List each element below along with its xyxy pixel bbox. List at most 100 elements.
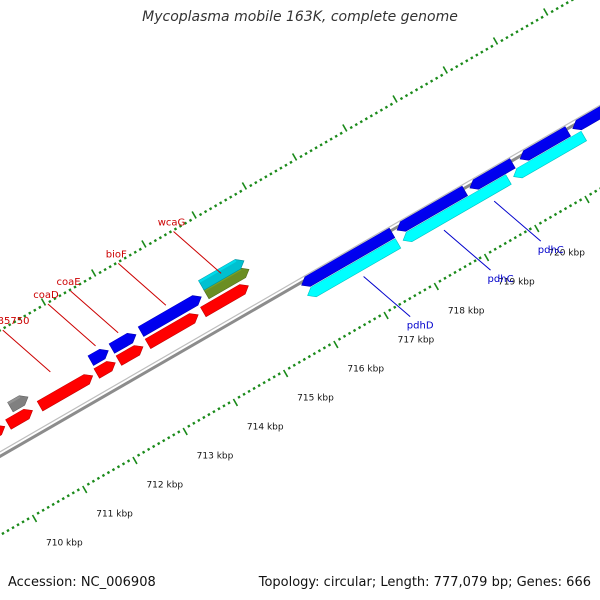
- outer-minor-tick: [224, 198, 228, 202]
- outer-minor-tick: [429, 79, 434, 83]
- inner-minor-tick: [167, 436, 171, 440]
- inner-major-tick: [232, 398, 239, 407]
- outer-major-tick: [543, 8, 549, 16]
- outer-minor-tick: [264, 175, 268, 179]
- outer-minor-tick: [123, 256, 127, 260]
- outer-minor-tick: [480, 50, 484, 54]
- outer-minor-tick: [279, 166, 283, 170]
- forward-feature-arrow: [203, 267, 250, 300]
- outer-minor-tick: [203, 209, 208, 214]
- outer-minor-tick: [63, 291, 67, 295]
- inner-minor-tick: [403, 299, 407, 304]
- inner-minor-tick: [588, 192, 593, 196]
- inner-minor-tick: [247, 389, 251, 393]
- outer-minor-tick: [28, 311, 32, 315]
- feature-highlight: [88, 349, 101, 359]
- feature-highlight: [138, 295, 194, 330]
- outer-minor-tick: [329, 137, 333, 141]
- inner-minor-tick: [568, 204, 573, 208]
- outer-minor-tick: [53, 296, 57, 301]
- inner-minor-tick: [317, 349, 322, 353]
- inner-minor-tick: [362, 323, 367, 327]
- outer-minor-tick: [234, 192, 238, 196]
- kbp-tick-label: 715 kbp: [297, 393, 334, 403]
- inner-minor-tick: [302, 357, 306, 362]
- inner-minor-tick: [518, 233, 522, 237]
- outer-minor-tick: [570, 0, 574, 2]
- outer-minor-tick: [198, 212, 203, 217]
- outer-minor-tick: [48, 299, 52, 304]
- inner-minor-tick: [177, 430, 181, 434]
- outer-minor-tick: [88, 276, 92, 280]
- outer-minor-tick: [379, 108, 384, 112]
- outer-minor-tick: [364, 117, 368, 121]
- outer-minor-tick: [208, 207, 213, 211]
- inner-minor-tick: [222, 404, 226, 408]
- outer-minor-tick: [515, 30, 519, 34]
- feature-highlight: [473, 158, 512, 182]
- inner-minor-tick: [242, 392, 246, 396]
- inner-minor-tick: [357, 325, 362, 330]
- inner-minor-tick: [146, 447, 151, 451]
- inner-minor-tick: [41, 508, 45, 512]
- inner-minor-tick: [558, 209, 563, 214]
- label-leader-lines: [2, 200, 542, 373]
- inner-minor-tick: [56, 499, 60, 504]
- outer-minor-tick: [470, 56, 474, 60]
- outer-tick-ring: [0, 0, 574, 332]
- outer-minor-tick: [269, 172, 273, 176]
- inner-minor-tick: [538, 221, 543, 225]
- outer-minor-tick: [369, 114, 373, 118]
- inner-minor-tick: [217, 407, 221, 411]
- outer-minor-tick: [118, 259, 122, 263]
- inner-minor-tick: [468, 262, 472, 266]
- inner-minor-tick: [428, 285, 432, 289]
- outer-minor-tick: [168, 230, 173, 234]
- outer-minor-tick: [319, 143, 323, 147]
- inner-minor-tick: [418, 291, 422, 295]
- inner-minor-tick: [493, 247, 497, 251]
- outer-minor-tick: [83, 279, 87, 283]
- inner-minor-tick: [443, 276, 447, 280]
- inner-minor-tick: [141, 450, 146, 454]
- outer-minor-tick: [239, 189, 243, 193]
- inner-minor-tick: [352, 328, 357, 333]
- inner-minor-tick: [61, 497, 65, 501]
- gene-label-pdhc: pdhC: [538, 245, 564, 256]
- outer-minor-tick: [354, 122, 358, 127]
- outer-minor-tick: [213, 204, 218, 208]
- kbp-tick-label: 718 kbp: [448, 306, 485, 316]
- outer-major-tick: [442, 66, 448, 74]
- inner-minor-tick: [96, 476, 101, 480]
- outer-minor-tick: [455, 64, 459, 69]
- inner-minor-tick: [347, 331, 352, 335]
- feature-highlight: [198, 259, 237, 283]
- outer-minor-tick: [259, 178, 263, 182]
- inner-minor-tick: [157, 441, 161, 446]
- outer-minor-tick: [133, 250, 137, 254]
- inner-minor-tick: [508, 238, 512, 243]
- kbp-tick-label: 713 kbp: [197, 451, 234, 461]
- inner-minor-tick: [207, 412, 211, 417]
- inner-minor-tick: [252, 386, 256, 391]
- inner-minor-tick: [388, 308, 392, 312]
- outer-major-tick: [492, 37, 499, 45]
- gene-label-leader: [47, 303, 96, 347]
- inner-minor-tick: [287, 366, 291, 370]
- outer-minor-tick: [229, 195, 233, 199]
- outer-minor-tick: [510, 33, 514, 37]
- inner-minor-tick: [378, 314, 382, 318]
- outer-minor-tick: [13, 320, 17, 324]
- outer-minor-tick: [339, 131, 343, 135]
- forward-feature-arrow: [198, 259, 245, 291]
- kbp-tick-label: 716 kbp: [347, 364, 384, 374]
- inner-minor-tick: [101, 473, 106, 478]
- gene-label-leader: [493, 200, 542, 242]
- inner-major-tick: [433, 282, 440, 291]
- kbp-tick-label: 711 kbp: [96, 509, 133, 519]
- outer-minor-tick: [254, 180, 258, 185]
- inner-minor-tick: [71, 491, 75, 495]
- outer-minor-tick: [78, 282, 82, 286]
- inner-minor-tick: [473, 259, 477, 263]
